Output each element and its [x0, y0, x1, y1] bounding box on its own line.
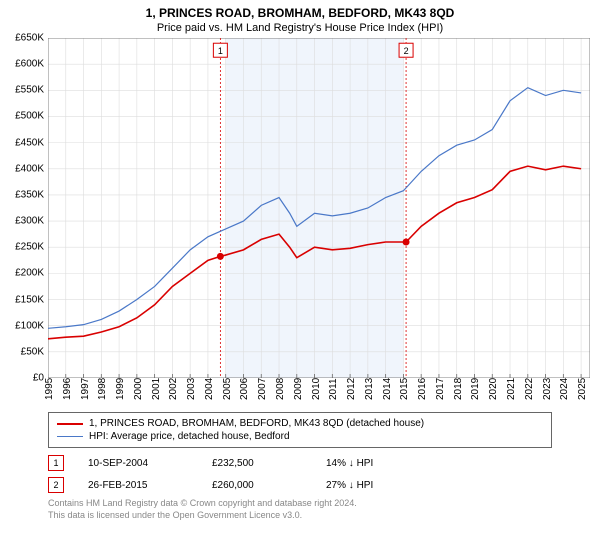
y-tick-label: £500K: [15, 111, 44, 122]
legend-item: HPI: Average price, detached house, Bedf…: [57, 430, 543, 443]
x-tick-label: 1999: [115, 378, 126, 400]
x-tick-label: 2020: [488, 378, 499, 400]
x-tick-label: 2015: [399, 378, 410, 400]
x-tick-label: 2004: [204, 378, 215, 400]
x-tick-label: 1998: [97, 378, 108, 400]
svg-text:1: 1: [218, 46, 223, 56]
legend-swatch: [57, 423, 83, 425]
chart-area: 12 £0£50K£100K£150K£200K£250K£300K£350K£…: [48, 38, 590, 408]
x-tick-label: 2001: [151, 378, 162, 400]
sale-price: £232,500: [212, 458, 302, 469]
x-axis-labels: 1995199619971998199920002001200220032004…: [48, 378, 590, 408]
x-tick-label: 2000: [133, 378, 144, 400]
chart-title: 1, PRINCES ROAD, BROMHAM, BEDFORD, MK43 …: [0, 0, 600, 20]
x-tick-label: 2019: [470, 378, 481, 400]
sale-marker: 2: [48, 477, 64, 493]
y-tick-label: £550K: [15, 85, 44, 96]
y-tick-label: £600K: [15, 59, 44, 70]
chart-plot: 12: [48, 38, 590, 378]
svg-text:2: 2: [404, 46, 409, 56]
x-tick-label: 2022: [524, 378, 535, 400]
footer-line1: Contains HM Land Registry data © Crown c…: [48, 498, 552, 510]
sale-marker: 1: [48, 455, 64, 471]
x-tick-label: 2012: [346, 378, 357, 400]
legend-swatch: [57, 436, 83, 437]
footer-line2: This data is licensed under the Open Gov…: [48, 510, 552, 522]
x-tick-label: 1995: [44, 378, 55, 400]
sales-table: 1 10-SEP-2004 £232,500 14% ↓ HPI 2 26-FEB-201…: [48, 452, 552, 496]
sale-delta: 14% ↓ HPI: [326, 458, 416, 469]
legend-label: 1, PRINCES ROAD, BROMHAM, BEDFORD, MK43 …: [89, 418, 424, 429]
x-tick-label: 2013: [364, 378, 375, 400]
x-tick-label: 2014: [382, 378, 393, 400]
y-tick-label: £0: [33, 373, 44, 384]
y-tick-label: £150K: [15, 294, 44, 305]
chart-container: 1, PRINCES ROAD, BROMHAM, BEDFORD, MK43 …: [0, 0, 600, 560]
chart-subtitle: Price paid vs. HM Land Registry's House …: [0, 20, 600, 38]
x-tick-label: 2018: [453, 378, 464, 400]
y-tick-label: £300K: [15, 216, 44, 227]
legend-item: 1, PRINCES ROAD, BROMHAM, BEDFORD, MK43 …: [57, 417, 543, 430]
x-tick-label: 2003: [186, 378, 197, 400]
y-tick-label: £650K: [15, 33, 44, 44]
x-tick-label: 2011: [328, 378, 339, 400]
x-tick-label: 1996: [62, 378, 73, 400]
y-tick-label: £250K: [15, 242, 44, 253]
sale-row: 1 10-SEP-2004 £232,500 14% ↓ HPI: [48, 452, 552, 474]
x-tick-label: 2010: [311, 378, 322, 400]
y-tick-label: £350K: [15, 189, 44, 200]
x-tick-label: 2009: [293, 378, 304, 400]
sale-date: 26-FEB-2015: [88, 480, 188, 491]
x-tick-label: 2002: [168, 378, 179, 400]
y-tick-label: £50K: [21, 346, 44, 357]
legend-label: HPI: Average price, detached house, Bedf…: [89, 431, 290, 442]
x-tick-label: 2023: [542, 378, 553, 400]
x-tick-label: 2024: [559, 378, 570, 400]
sale-row: 2 26-FEB-2015 £260,000 27% ↓ HPI: [48, 474, 552, 496]
footer: Contains HM Land Registry data © Crown c…: [48, 498, 552, 521]
x-tick-label: 2008: [275, 378, 286, 400]
x-tick-label: 1997: [80, 378, 91, 400]
x-tick-label: 2025: [577, 378, 588, 400]
sale-date: 10-SEP-2004: [88, 458, 188, 469]
x-tick-label: 2005: [222, 378, 233, 400]
sale-delta: 27% ↓ HPI: [326, 480, 416, 491]
x-tick-label: 2016: [417, 378, 428, 400]
y-tick-label: £100K: [15, 320, 44, 331]
sale-price: £260,000: [212, 480, 302, 491]
x-tick-label: 2021: [506, 378, 517, 400]
y-tick-label: £200K: [15, 268, 44, 279]
y-tick-label: £400K: [15, 163, 44, 174]
y-tick-label: £450K: [15, 137, 44, 148]
legend: 1, PRINCES ROAD, BROMHAM, BEDFORD, MK43 …: [48, 412, 552, 448]
x-tick-label: 2006: [239, 378, 250, 400]
x-tick-label: 2007: [257, 378, 268, 400]
x-tick-label: 2017: [435, 378, 446, 400]
